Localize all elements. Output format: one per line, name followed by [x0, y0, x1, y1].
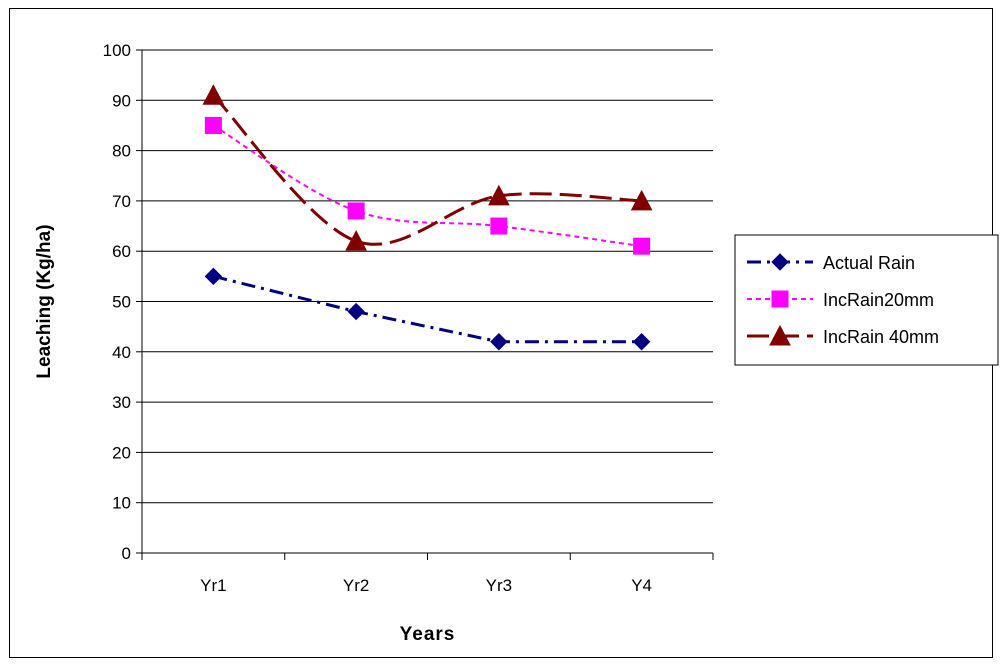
x-tick-label: Yr2 — [343, 576, 369, 595]
y-tick-label: 0 — [122, 544, 131, 563]
x-tick-label: Yr3 — [486, 576, 512, 595]
axes — [136, 49, 714, 560]
data-point — [347, 302, 365, 321]
series-line-2 — [212, 94, 642, 246]
legend-label: Actual Rain — [823, 253, 915, 273]
data-point — [347, 202, 365, 220]
series-0 — [204, 267, 651, 351]
legend-label: IncRain20mm — [823, 290, 934, 310]
data-point — [202, 84, 225, 105]
series-line-0 — [213, 274, 642, 344]
y-tick-label: 60 — [112, 242, 131, 261]
data-point — [345, 230, 367, 251]
y-tick-label: 30 — [112, 393, 131, 412]
y-tick-label: 100 — [103, 41, 131, 60]
data-point — [490, 217, 508, 235]
y-tick-label: 40 — [112, 343, 131, 362]
data-point — [630, 189, 653, 211]
series-line-1 — [212, 124, 642, 248]
y-tick-label: 70 — [112, 192, 131, 211]
legend-item-1: IncRain20mm — [747, 290, 934, 310]
y-tick-label: 50 — [112, 293, 131, 312]
data-point — [204, 116, 222, 134]
y-tick-label: 80 — [112, 142, 131, 161]
legend-marker — [769, 324, 791, 346]
y-tick-label: 20 — [112, 443, 131, 462]
legend: Actual Rain IncRain20mm IncRain 40mm — [734, 234, 999, 366]
data-point — [633, 237, 651, 255]
series-2 — [202, 84, 653, 251]
legend-marker — [771, 290, 789, 308]
data-point — [488, 184, 510, 206]
legend-item-2: IncRain 40mm — [747, 324, 939, 347]
x-axis-title: Years — [400, 624, 456, 645]
data-point — [204, 267, 223, 286]
legend-item-0: Actual Rain — [747, 253, 915, 273]
gridlines — [142, 49, 713, 504]
series-1 — [204, 116, 651, 255]
x-tick-label: Y4 — [631, 576, 652, 595]
data-point — [632, 333, 651, 351]
data-point — [490, 333, 508, 351]
series — [202, 84, 653, 351]
x-tick-label: Yr1 — [200, 576, 226, 595]
legend-marker — [771, 253, 789, 271]
y-axis-title: Leaching (Kg/ha) — [34, 224, 55, 378]
y-tick-label: 90 — [112, 91, 131, 110]
legend-label: IncRain 40mm — [823, 327, 939, 347]
tick-labels: 0 10 20 30 40 50 60 70 80 90 100 Yr1 Yr2 Yr3 Y4 — [103, 41, 652, 595]
y-tick-label: 10 — [112, 494, 131, 513]
